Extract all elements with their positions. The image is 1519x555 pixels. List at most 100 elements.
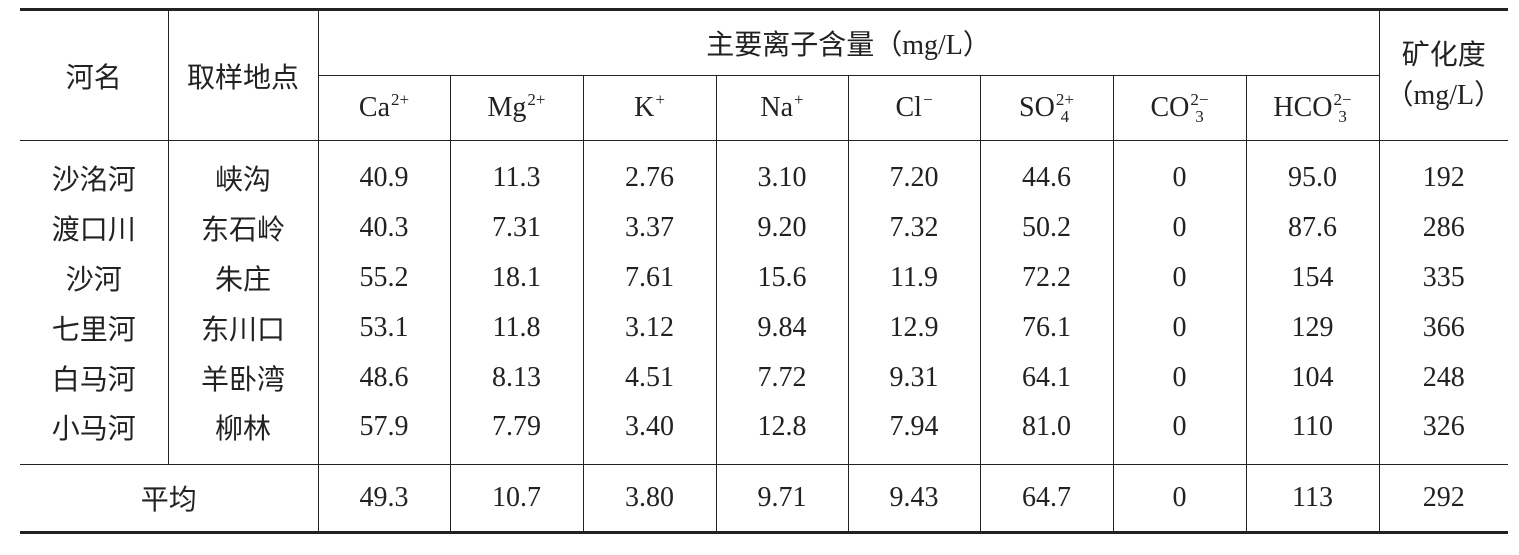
value-cell: 81.0 [979,402,1113,465]
ion-header: Cl − [847,75,980,141]
value-cell: 53.1 [317,302,450,353]
value-cell: 3.40 [582,402,716,465]
average-value: 9.71 [715,464,848,534]
site-name: 朱庄 [167,252,318,303]
average-value: 9.43 [847,464,980,534]
river-name: 白马河 [51,364,136,396]
ion-spacer [527,108,545,125]
value-cell: 40.3 [317,202,450,253]
average-value: 10.7 [449,464,583,534]
ion-charge: − [922,90,933,109]
ion-count: 3 [1195,107,1204,126]
header-river: 河名 [20,8,168,141]
value-cell: 7.72 [715,352,848,403]
river-name: 沙河 [65,264,122,296]
header-ions-title: 主要离子含量（mg/L） [317,8,1380,76]
value-cell: 3.12 [582,302,716,353]
value-cell: 7.61 [582,252,716,303]
value-cell: 11.8 [449,302,583,353]
ion-spacer [923,108,933,125]
average-value: 113 [1245,464,1380,534]
header-mineral: 矿化度 （mg/L） [1378,8,1509,141]
ion-header: Na + [715,75,848,141]
value-cell: 48.6 [317,352,450,403]
value-cell: 0 [1112,352,1246,403]
ion-table: 河名 取样地点 主要离子含量（mg/L） 矿化度 （mg/L） Ca 2+ Mg 2… [20,8,1509,534]
value-cell: 4.51 [582,352,716,403]
ion-scripts: + [794,91,804,125]
ion-scripts: 2− 3 [1190,91,1208,125]
average-value: 3.80 [582,464,716,534]
ion-header: Mg 2+ [449,75,583,141]
value-cell: 9.20 [715,202,848,253]
value-cell: 11.9 [847,252,980,303]
header-mineral-unit: （mg/L） [1385,79,1503,111]
value-cell: 15.6 [715,252,848,303]
value-cell: 286 [1378,202,1509,253]
ion-charge: + [655,90,665,109]
average-row: 平均 49.3 10.7 3.80 9.71 9.43 64.7 0 113 292 [20,464,1509,534]
value-cell: 110 [1245,402,1380,465]
ion-label: CO 2− 3 [1151,91,1209,125]
value-cell: 44.6 [979,140,1113,203]
ion-label: HCO 2− 3 [1273,91,1351,125]
value-cell: 76.1 [979,302,1113,353]
value-cell: 335 [1378,252,1509,303]
ion-header: K + [582,75,716,141]
value-cell: 12.8 [715,402,848,465]
value-cell: 3.10 [715,140,848,203]
value-cell: 8.13 [449,352,583,403]
value-cell: 50.2 [979,202,1113,253]
value-cell: 3.37 [582,202,716,253]
ion-base: CO [1150,92,1190,123]
header-site: 取样地点 [167,8,318,141]
value-cell: 0 [1112,252,1246,303]
value-cell: 7.79 [449,402,583,465]
ion-scripts: − [923,91,933,125]
value-cell: 18.1 [449,252,583,303]
data-row: 七里河 东川口 53.1 11.8 3.12 9.84 12.9 76.1 0 129 366 [20,302,1509,353]
data-row: 渡口川 东石岭 40.3 7.31 3.37 9.20 7.32 50.2 0 87.6 286 [20,202,1509,253]
ion-base: Ca [358,92,390,123]
river-name: 沙洺河 [51,164,136,196]
ion-count: 3 [1338,107,1347,126]
ion-header: Ca 2+ [317,75,450,141]
value-cell: 40.9 [317,140,450,203]
ion-count: 4 [1060,107,1070,126]
ion-charge: 2+ [1055,90,1074,109]
site-name: 东川口 [167,302,318,353]
value-cell: 57.9 [317,402,450,465]
average-label: 平均 [20,464,318,534]
table-body: 沙洺河 峡沟 40.9 11.3 2.76 3.10 7.20 44.6 0 95.0 192 渡口川… [20,140,1509,465]
value-cell: 11.3 [449,140,583,203]
river-name: 渡口川 [51,214,136,246]
ion-base: K [634,92,655,123]
ion-header: SO 2+ 4 [979,75,1113,141]
value-cell: 7.31 [449,202,583,253]
ion-scripts: 2+ [527,91,545,125]
ion-scripts: + [655,91,665,125]
value-cell: 0 [1112,402,1246,465]
ion-label: Ca 2+ [359,91,409,125]
value-cell: 154 [1245,252,1380,303]
site-name: 东石岭 [167,202,318,253]
ion-label: Mg 2+ [488,91,546,125]
site-name: 峡沟 [167,140,318,203]
value-cell: 7.32 [847,202,980,253]
ion-label: K + [634,91,665,125]
value-cell: 9.31 [847,352,980,403]
average-value: 64.7 [979,464,1113,534]
ion-label: SO 2+ 4 [1019,91,1074,125]
value-cell: 7.20 [847,140,980,203]
ion-scripts: 2+ [391,91,409,125]
ion-base: Cl [895,92,922,123]
ion-base: HCO [1273,92,1333,123]
ion-charge: + [794,90,804,109]
value-cell: 129 [1245,302,1380,353]
data-row: 白马河 羊卧湾 48.6 8.13 4.51 7.72 9.31 64.1 0 104 248 [20,352,1509,403]
data-row: 小马河 柳林 57.9 7.79 3.40 12.8 7.94 81.0 0 110 326 [20,402,1509,465]
ion-spacer [391,108,409,125]
ion-header: HCO 2− 3 [1245,75,1380,141]
value-cell: 9.84 [715,302,848,353]
ion-base: SO [1019,92,1055,123]
